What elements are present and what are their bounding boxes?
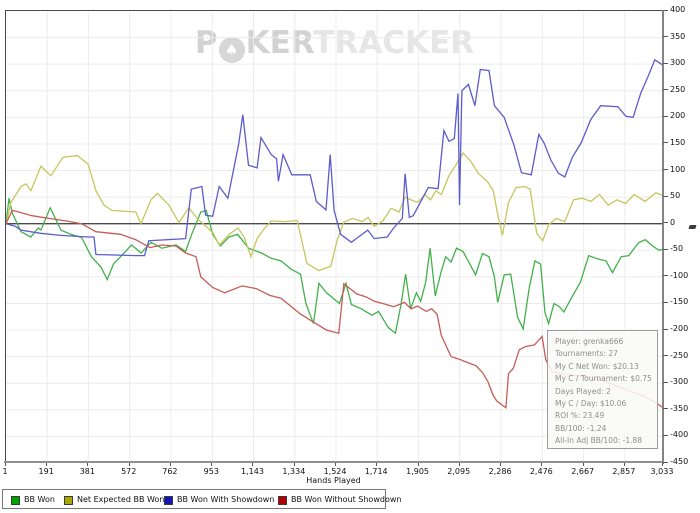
stat-line: ROI %: 23.49 <box>555 411 605 421</box>
y-tick-label: -400 <box>670 430 689 440</box>
y-tick-label: -250 <box>670 350 689 360</box>
x-tick-label: 3,033 <box>650 467 674 476</box>
x-tick-label: 1 <box>2 467 8 476</box>
y-axis-line <box>662 10 664 464</box>
legend: BB Won Net Expected BB Won BB Won With Sho… <box>2 489 401 509</box>
series-line-2 <box>6 58 663 257</box>
x-axis-line <box>4 461 664 463</box>
x-tick <box>211 463 213 466</box>
y-tick <box>663 275 668 277</box>
x-tick <box>335 463 337 466</box>
legend-swatch-icon <box>278 496 287 505</box>
y-tick-label: 250 <box>670 84 686 94</box>
stat-line: My C / Tournament: $0.75 <box>555 374 652 384</box>
y-tick-label: 350 <box>670 31 686 41</box>
stat-line: BB/100: -1.24 <box>555 423 607 433</box>
y-tick <box>663 328 668 330</box>
series-line-1 <box>6 151 663 272</box>
y-tick <box>663 9 668 11</box>
x-tick <box>623 463 625 466</box>
stat-line: Tournaments: 27 <box>555 349 618 359</box>
legend-label: BB Won Without Showdown <box>291 495 402 504</box>
x-tick <box>417 463 419 466</box>
legend-label: Net Expected BB Won <box>77 495 165 504</box>
y-tick <box>663 169 668 171</box>
x-axis-title: Hands Played <box>306 476 361 485</box>
x-tick-label: 2,476 <box>529 467 553 476</box>
stat-line: My C / Day: $10.06 <box>555 399 627 409</box>
x-tick-label: 2,857 <box>612 467 636 476</box>
x-tick-label: 2,667 <box>571 467 595 476</box>
x-tick <box>46 463 48 466</box>
stats-tooltip: Player: grenka666 Tournaments: 27 My C Net… <box>547 330 658 449</box>
x-tick-label: 381 <box>79 467 95 476</box>
x-tick <box>500 463 502 466</box>
y-tick-label: 50 <box>670 191 681 201</box>
legend-swatch-icon <box>164 496 173 505</box>
y-tick <box>663 115 668 117</box>
x-tick-label: 1,334 <box>282 467 306 476</box>
x-tick <box>662 463 663 466</box>
x-tick-label: 953 <box>203 467 219 476</box>
x-tick-label: 191 <box>38 467 54 476</box>
y-tick <box>663 248 668 250</box>
y-tick <box>663 408 668 410</box>
y-tick <box>663 195 668 197</box>
y-tick-label: 0 <box>670 217 676 227</box>
x-tick-label: 1,524 <box>323 467 347 476</box>
y-tick-label: 200 <box>670 111 686 121</box>
series-line-0 <box>6 198 663 335</box>
y-tick <box>663 355 668 357</box>
legend-swatch-icon <box>64 496 73 505</box>
mouse-cursor <box>688 225 697 229</box>
legend-swatch-icon <box>11 496 20 505</box>
stat-line: Days Played: 2 <box>555 386 611 396</box>
x-tick-label: 2,286 <box>488 467 512 476</box>
stat-line: Player: grenka666 <box>555 337 624 346</box>
y-tick-label: -100 <box>670 270 689 280</box>
stat-line: My C Net Won: $20.13 <box>555 361 639 371</box>
y-tick-label: -50 <box>670 244 684 254</box>
y-tick <box>663 142 668 144</box>
x-tick-label: 762 <box>162 467 178 476</box>
legend-label: BB Won With Showdown <box>177 495 275 504</box>
y-tick-label: -200 <box>670 324 689 334</box>
x-tick <box>5 463 6 466</box>
legend-label: BB Won <box>24 495 55 504</box>
y-tick <box>663 36 668 38</box>
x-tick <box>87 463 89 466</box>
x-tick <box>252 463 254 466</box>
x-tick-label: 1,143 <box>241 467 264 476</box>
y-tick <box>663 62 668 64</box>
x-tick <box>128 463 130 466</box>
y-tick <box>663 222 668 224</box>
series-line-3 <box>6 209 663 409</box>
y-tick-label: 100 <box>670 164 686 174</box>
y-tick <box>663 89 668 91</box>
y-tick <box>663 434 668 436</box>
x-tick <box>582 463 584 466</box>
y-tick <box>663 381 668 383</box>
x-tick-label: 1,905 <box>406 467 430 476</box>
y-tick-label: -300 <box>670 377 689 387</box>
y-tick <box>663 301 668 303</box>
x-tick <box>293 463 295 466</box>
x-tick-label: 2,095 <box>447 467 471 476</box>
x-tick <box>169 463 171 466</box>
y-tick-label: 300 <box>670 58 686 68</box>
stat-line: All-In Adj BB/100: -1.88 <box>555 436 643 446</box>
y-tick-label: -350 <box>670 403 689 413</box>
x-tick-label: 1,714 <box>364 467 388 476</box>
y-tick-label: 400 <box>670 5 686 14</box>
x-tick <box>458 463 460 466</box>
x-tick-label: 572 <box>121 467 137 476</box>
y-tick-label: 150 <box>670 137 686 147</box>
x-tick <box>376 463 378 466</box>
y-tick-label: -450 <box>670 457 689 466</box>
x-tick <box>541 463 543 466</box>
y-tick <box>663 461 668 463</box>
y-tick-label: -150 <box>670 297 689 307</box>
